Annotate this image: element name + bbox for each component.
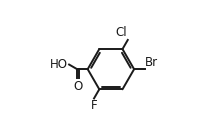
Text: Br: Br (144, 55, 158, 68)
Text: HO: HO (50, 58, 68, 71)
Text: Cl: Cl (115, 26, 127, 39)
Text: F: F (90, 99, 97, 112)
Text: O: O (73, 79, 82, 92)
